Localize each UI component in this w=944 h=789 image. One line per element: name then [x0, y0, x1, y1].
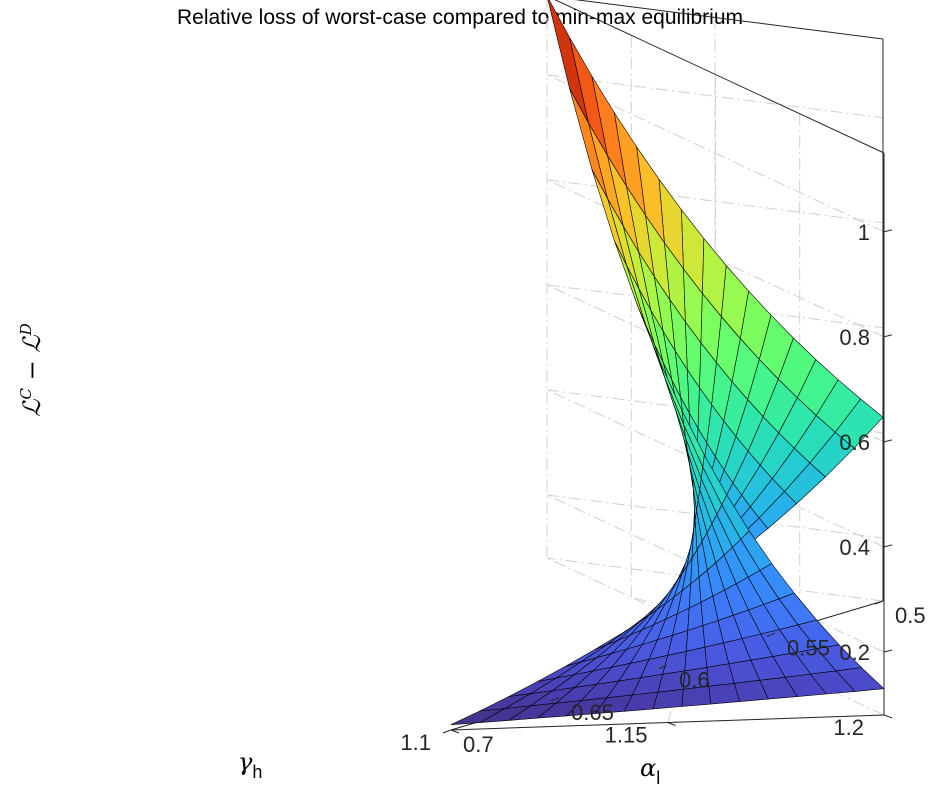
x-tick	[874, 600, 884, 605]
axis-labels: ℒC − ℒD γh αl	[17, 323, 660, 788]
z-tick-label: 0.4	[839, 535, 870, 560]
x-tick-label: 0.7	[463, 732, 494, 757]
x-tick	[766, 632, 776, 637]
x-tick-label: 0.55	[787, 635, 830, 660]
z-tick	[883, 544, 893, 548]
z-tick	[883, 334, 893, 338]
y-axis-label: γh	[238, 748, 262, 782]
chart-title: Relative loss of worst-case compared to …	[177, 6, 743, 29]
z-tick	[883, 229, 893, 233]
z-axis-label: ℒC − ℒD	[17, 323, 46, 416]
z-tick-label: 0.6	[839, 430, 870, 455]
y-tick	[667, 722, 676, 726]
x-tick-label: 0.6	[679, 668, 710, 693]
x-tick	[658, 665, 668, 669]
tick-labels: 0.2 0.4 0.6 0.8 1 1.1 1.15 1.2 0.5 0.55 0.6 0.65 0.7	[400, 220, 925, 757]
y-tick	[883, 714, 893, 719]
surface-patch	[547, 0, 589, 123]
y-tick-label: 1.1	[400, 730, 431, 755]
box-edge	[574, 0, 884, 40]
z-tick-label: 0.8	[839, 325, 870, 350]
z-tick	[883, 439, 893, 443]
x-tick	[550, 697, 560, 702]
box-edge	[554, 0, 885, 154]
z-tick-label: 1	[858, 220, 870, 245]
x-tick-label: 0.65	[571, 700, 614, 725]
x-tick-label: 0.5	[895, 603, 926, 628]
y-tick-label: 1.2	[833, 715, 864, 740]
y-tick	[450, 729, 460, 734]
surface-mesh	[450, 0, 885, 726]
x-tick	[442, 729, 452, 734]
x-axis-label: αl	[640, 754, 660, 788]
z-tick	[883, 649, 893, 653]
z-tick-label: 0.2	[839, 640, 870, 665]
y-tick-label: 1.15	[605, 723, 648, 748]
